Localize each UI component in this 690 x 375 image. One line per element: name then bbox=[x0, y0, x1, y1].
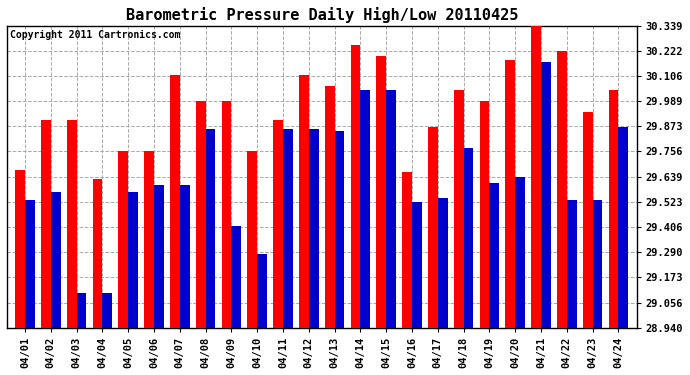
Bar bbox=[154, 185, 164, 328]
Bar bbox=[506, 60, 515, 328]
Bar bbox=[51, 192, 61, 328]
Bar bbox=[583, 112, 593, 328]
Bar bbox=[119, 151, 128, 328]
Bar bbox=[231, 226, 241, 328]
Bar bbox=[412, 202, 422, 328]
Bar bbox=[386, 90, 396, 328]
Bar bbox=[102, 293, 112, 328]
Bar bbox=[567, 200, 577, 328]
Bar bbox=[360, 90, 371, 328]
Bar bbox=[299, 75, 309, 328]
Bar bbox=[454, 90, 464, 328]
Bar bbox=[515, 177, 525, 328]
Bar bbox=[283, 129, 293, 328]
Bar bbox=[77, 293, 86, 328]
Bar bbox=[325, 86, 335, 328]
Bar bbox=[144, 151, 154, 328]
Bar bbox=[489, 183, 500, 328]
Bar bbox=[25, 200, 34, 328]
Bar bbox=[609, 90, 618, 328]
Bar bbox=[67, 120, 77, 328]
Bar bbox=[196, 101, 206, 328]
Bar bbox=[41, 120, 51, 328]
Bar bbox=[170, 75, 180, 328]
Bar bbox=[402, 172, 412, 328]
Bar bbox=[15, 170, 25, 328]
Bar bbox=[248, 151, 257, 328]
Bar bbox=[335, 131, 344, 328]
Bar bbox=[557, 51, 567, 328]
Bar bbox=[377, 56, 386, 328]
Bar bbox=[438, 198, 448, 328]
Bar bbox=[351, 45, 360, 328]
Bar bbox=[531, 25, 541, 328]
Bar bbox=[221, 101, 231, 328]
Bar bbox=[593, 200, 602, 328]
Bar bbox=[206, 129, 215, 328]
Bar bbox=[480, 101, 489, 328]
Bar bbox=[618, 127, 629, 328]
Bar bbox=[273, 120, 283, 328]
Bar bbox=[309, 129, 319, 328]
Title: Barometric Pressure Daily High/Low 20110425: Barometric Pressure Daily High/Low 20110… bbox=[126, 7, 518, 23]
Bar bbox=[428, 127, 438, 328]
Bar bbox=[92, 179, 102, 328]
Bar bbox=[541, 62, 551, 328]
Bar bbox=[180, 185, 190, 328]
Text: Copyright 2011 Cartronics.com: Copyright 2011 Cartronics.com bbox=[10, 30, 181, 40]
Bar bbox=[128, 192, 138, 328]
Bar bbox=[464, 148, 473, 328]
Bar bbox=[257, 254, 267, 328]
